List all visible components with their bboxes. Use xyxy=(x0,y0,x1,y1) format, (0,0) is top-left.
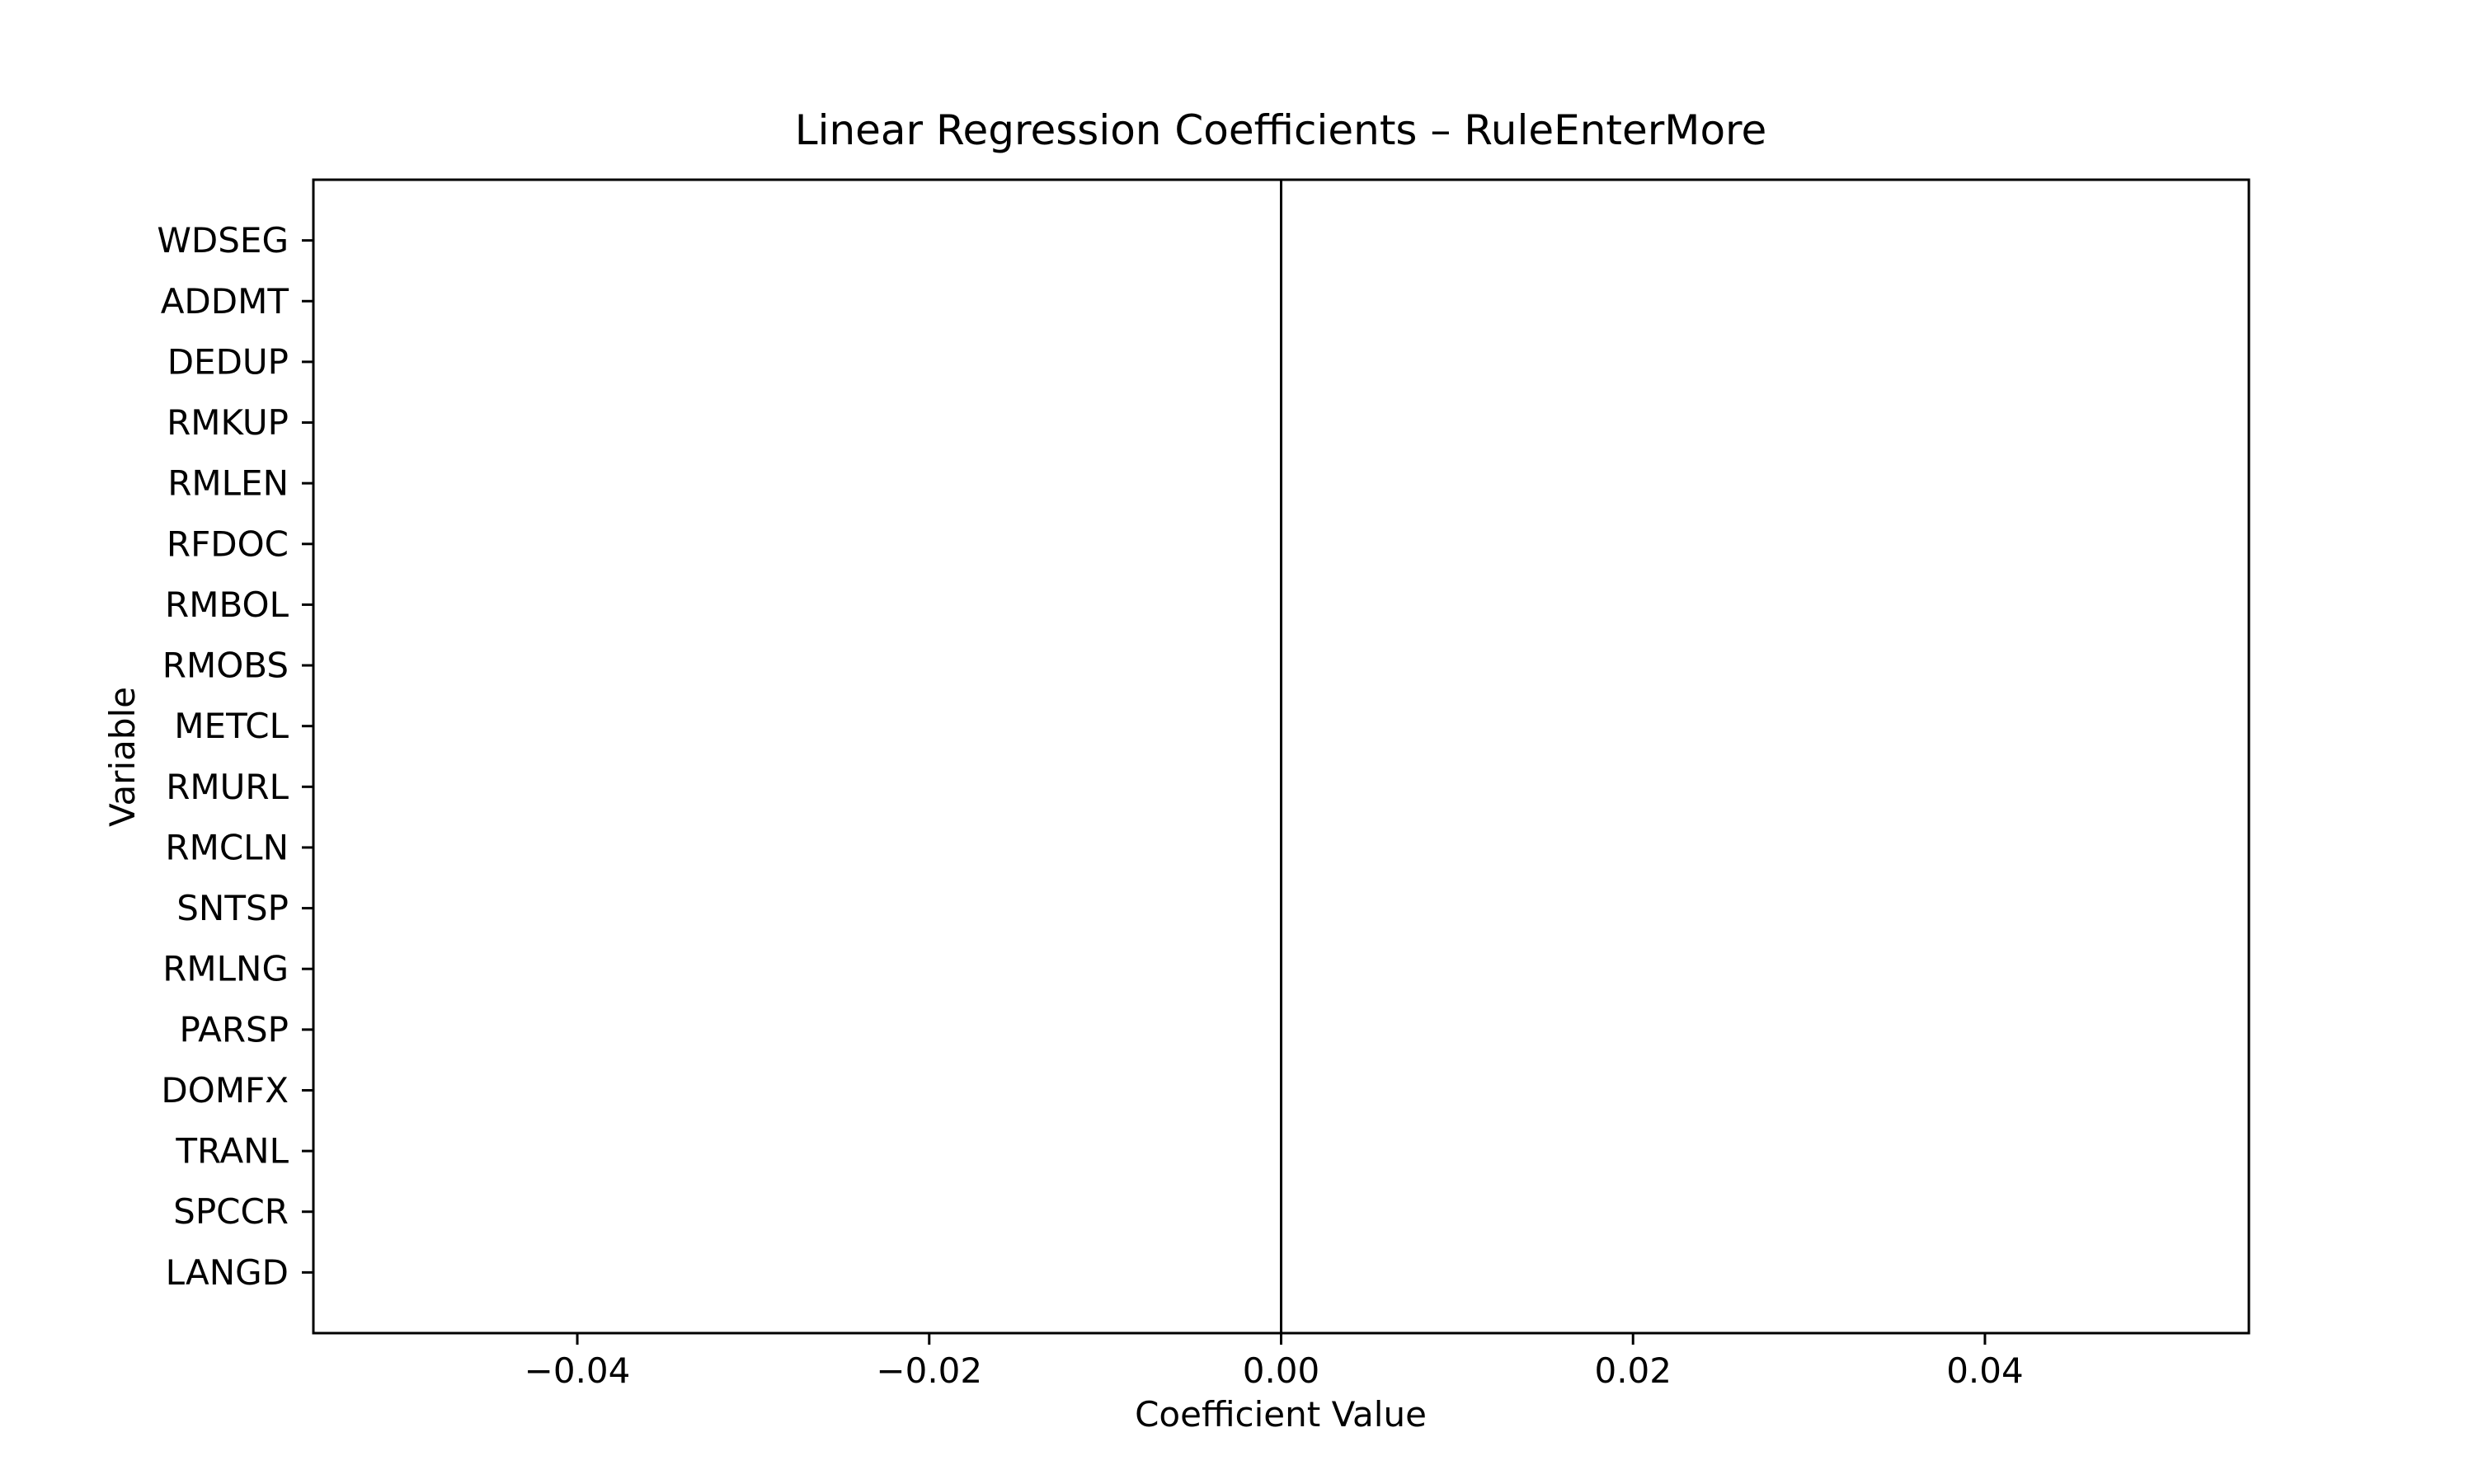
y-tick-label: RMLEN xyxy=(167,463,289,504)
y-tick-label: SPCCR xyxy=(173,1191,289,1232)
plot-frame xyxy=(312,178,2251,1335)
y-tick-label: RMLNG xyxy=(162,949,289,989)
y-axis-label: Variable xyxy=(102,687,143,827)
y-axis-ticks: WDSEG ADDMT DEDUP RMKUP RMLEN RFDOC RMBOL RMOBS… xyxy=(157,220,313,1293)
y-tick-label: DEDUP xyxy=(167,341,289,382)
x-tick-label: 0.02 xyxy=(1594,1350,1672,1391)
y-tick-label: WDSEG xyxy=(157,220,289,261)
x-tick-label: −0.02 xyxy=(876,1350,982,1391)
x-tick-label: 0.00 xyxy=(1243,1350,1320,1391)
y-tick-label: RMURL xyxy=(166,767,289,807)
x-axis-label: Coefficient Value xyxy=(1135,1394,1427,1435)
y-tick-label: ADDMT xyxy=(161,281,289,322)
plot-area: WDSEG ADDMT DEDUP RMKUP RMLEN RFDOC RMBOL RMOBS… xyxy=(157,178,2251,1391)
x-tick-label: −0.04 xyxy=(524,1350,631,1391)
y-tick-label: RFDOC xyxy=(167,524,289,564)
y-tick-label: PARSP xyxy=(179,1009,289,1050)
y-tick-label: RMBOL xyxy=(165,585,289,625)
chart-title: Linear Regression Coefficients – RuleEnt… xyxy=(795,106,1767,154)
x-tick-label: 0.04 xyxy=(1946,1350,2024,1391)
y-tick-label: DOMFX xyxy=(161,1070,289,1111)
y-tick-label: LANGD xyxy=(166,1252,289,1293)
y-tick-label: RMOBS xyxy=(162,646,289,686)
y-tick-label: RMKUP xyxy=(167,402,289,443)
y-tick-label: METCL xyxy=(174,706,289,746)
y-tick-label: SNTSP xyxy=(176,888,289,928)
y-tick-label: TRANL xyxy=(175,1131,289,1172)
y-tick-label: RMCLN xyxy=(165,827,289,867)
x-axis-ticks: −0.04 −0.02 0.00 0.02 0.04 xyxy=(524,1333,2024,1391)
